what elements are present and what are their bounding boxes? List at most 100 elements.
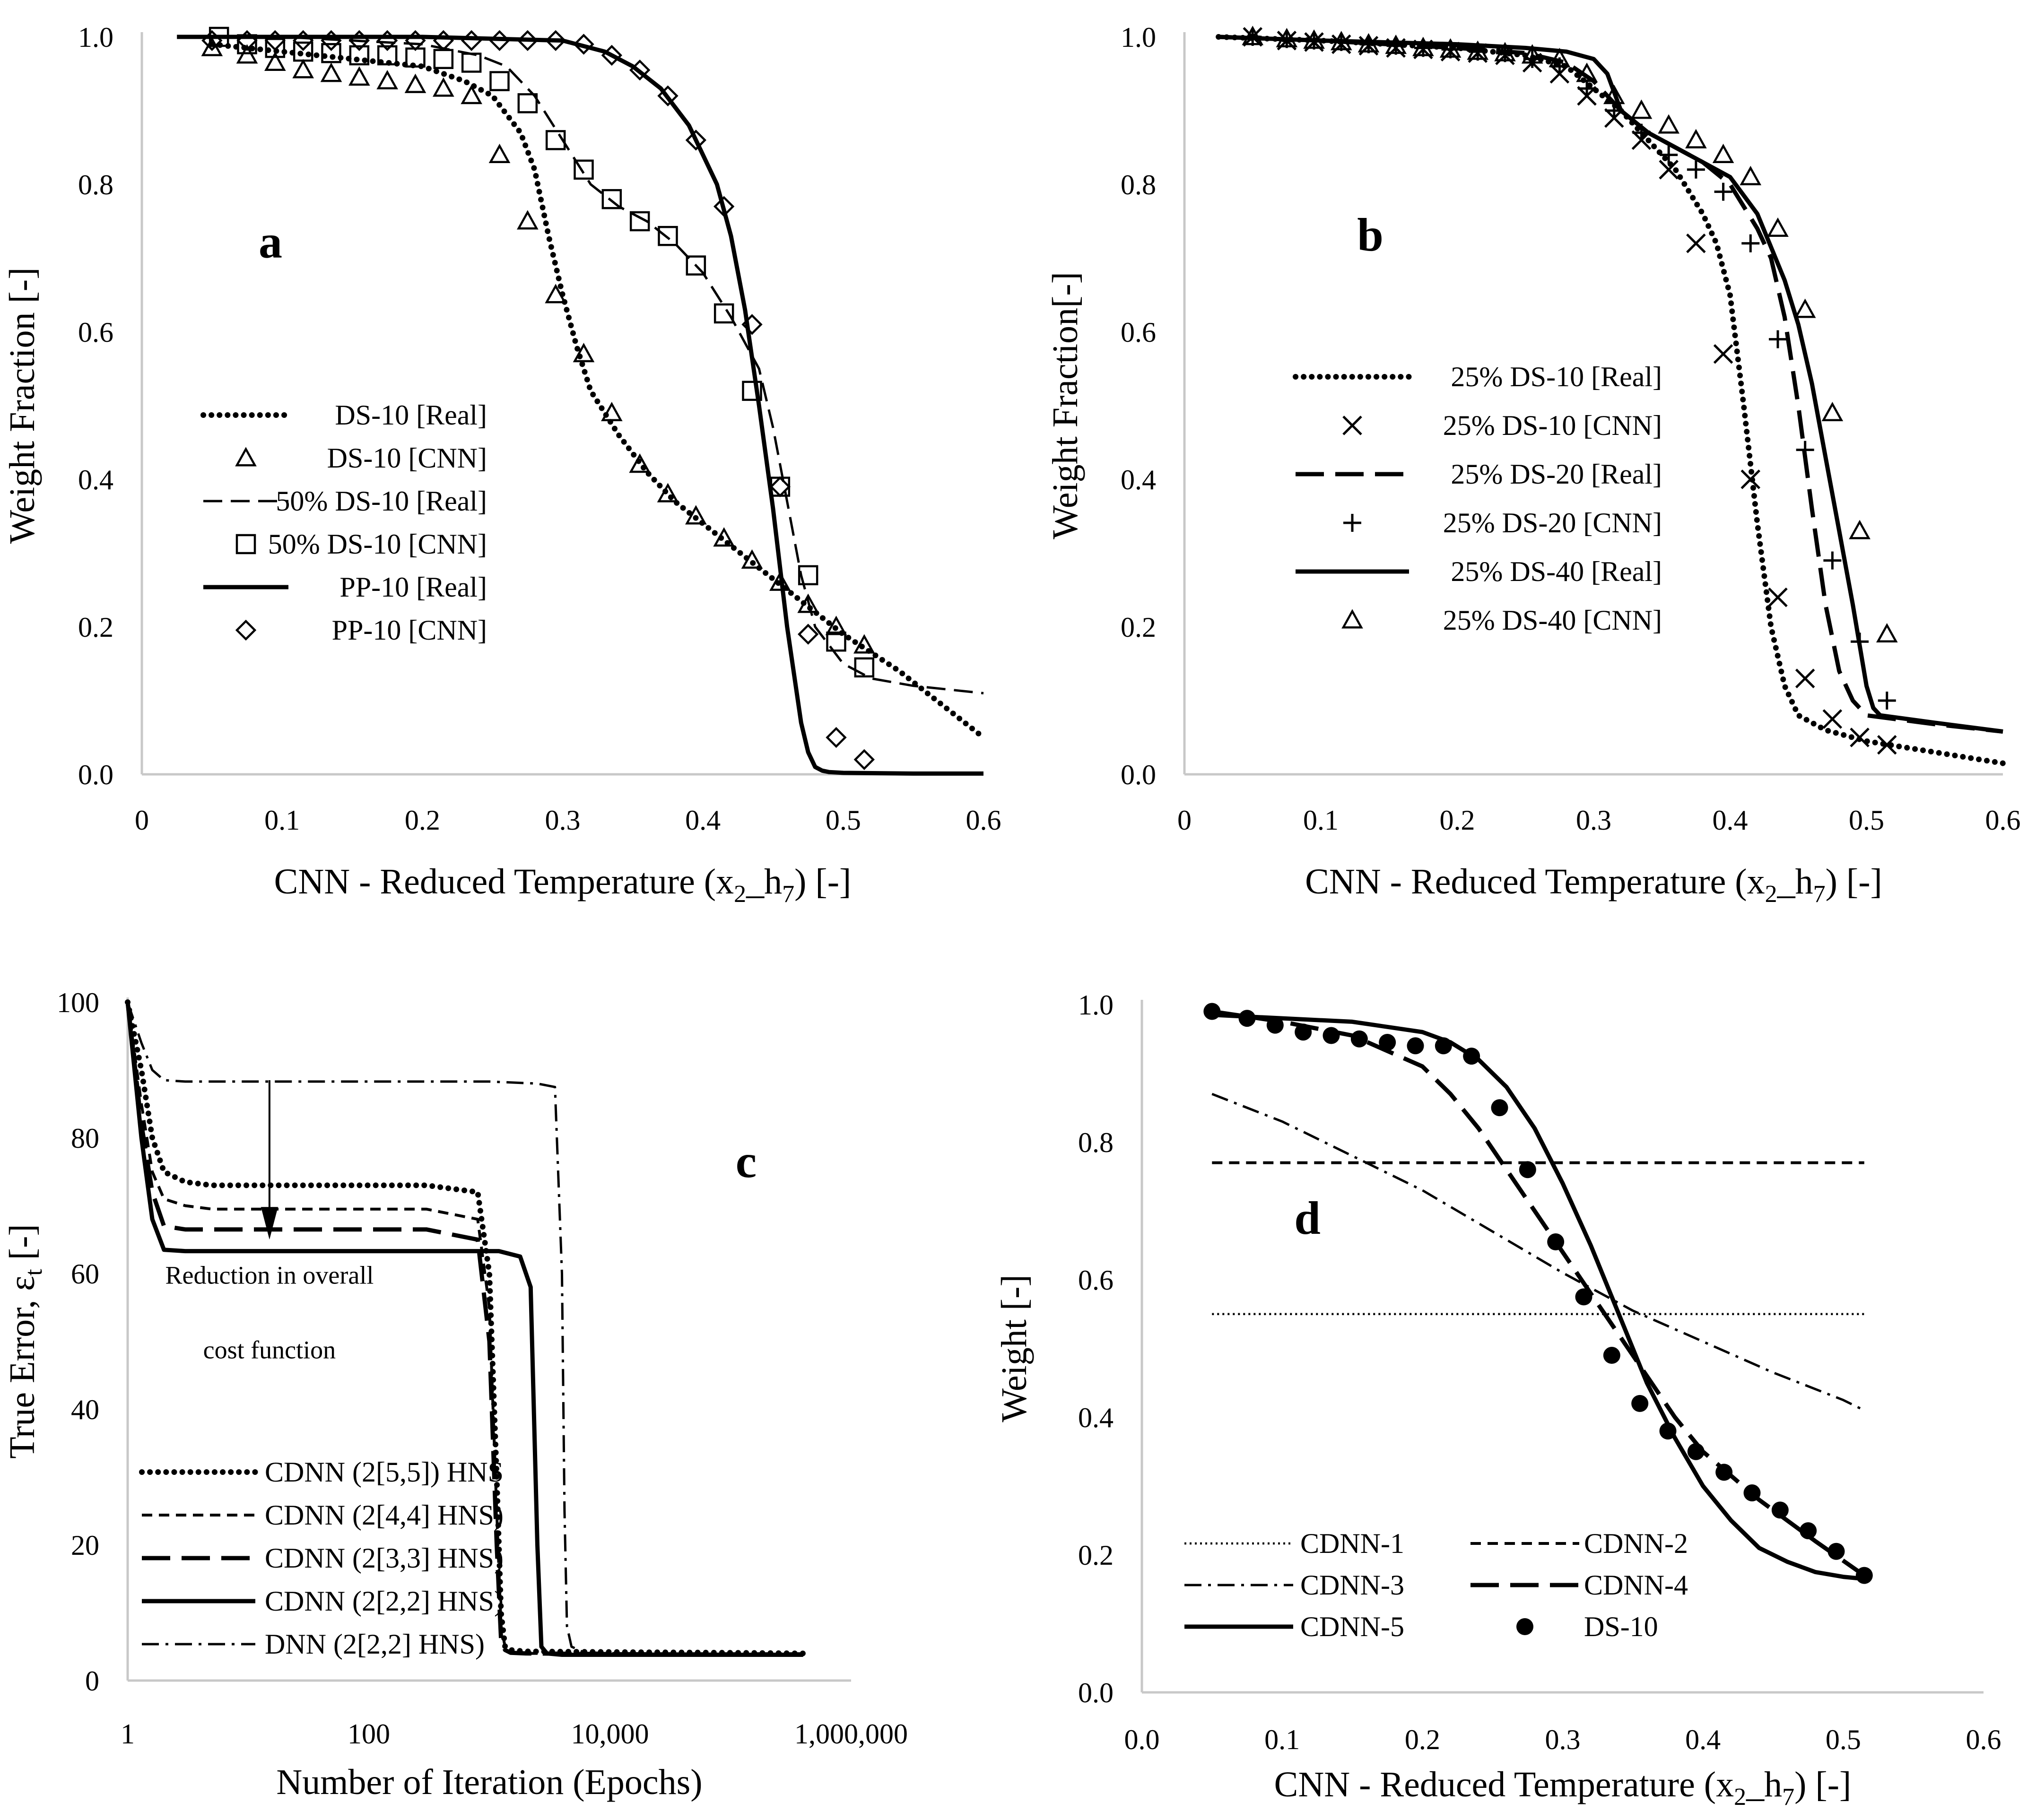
annotation-text: Reduction in overall xyxy=(165,1261,374,1290)
x-tick-label: 0 xyxy=(135,805,149,836)
data-point xyxy=(1712,143,1734,164)
data-point xyxy=(1713,344,1733,364)
data-point xyxy=(657,483,679,503)
y-tick-label: 80 xyxy=(71,1123,99,1154)
x-tick-label: 0.1 xyxy=(264,805,300,836)
x-axis-title-part: ) [-] xyxy=(794,862,851,901)
data-point xyxy=(1796,441,1814,459)
legend: 25% DS-10 [Real] 25% DS-10 [CNN] 25% DS-20… xyxy=(1293,361,1662,636)
y-tick-label: 0.8 xyxy=(1121,169,1156,200)
y-tick-label: 20 xyxy=(71,1530,99,1561)
x-tick-label: 0.2 xyxy=(1405,1724,1440,1755)
data-point xyxy=(1323,1027,1340,1044)
data-point xyxy=(376,30,398,51)
y-axis-title: Weight Fraction[-] xyxy=(1045,272,1085,539)
data-point xyxy=(1850,728,1870,747)
data-point xyxy=(826,727,847,748)
y-tick-label: 0.0 xyxy=(1121,759,1156,790)
series-line xyxy=(126,1002,803,1656)
data-point xyxy=(545,284,566,303)
y-axis-title-part: [-] xyxy=(2,1224,42,1269)
data-point xyxy=(1715,1464,1733,1481)
legend-label: 25% DS-20 [Real] xyxy=(1451,459,1662,490)
x-tick-label: 0.2 xyxy=(1440,805,1475,836)
x-axis-title: CNN - Reduced Temperature (x2_h7) [-] xyxy=(1305,862,1882,908)
x-tick-label: 0.1 xyxy=(1264,1724,1300,1755)
data-point xyxy=(1659,1422,1677,1440)
x-axis-title-part: _h xyxy=(1746,1765,1782,1804)
y-tick-label: 0.2 xyxy=(1078,1540,1114,1571)
data-point xyxy=(321,43,341,63)
y-tick-label: 0.4 xyxy=(1121,464,1156,495)
panel-letter: a xyxy=(259,216,282,268)
data-point xyxy=(769,476,791,497)
data-point xyxy=(1603,1347,1620,1364)
data-point xyxy=(1407,1037,1424,1055)
x-tick-label: 0 xyxy=(1177,805,1192,836)
y-tick-label: 0 xyxy=(85,1665,99,1697)
data-point xyxy=(1743,1484,1761,1502)
data-point xyxy=(321,30,342,51)
y-tick-label: 60 xyxy=(71,1258,99,1290)
data-point xyxy=(1439,38,1462,58)
x-axis-title-part: CNN - Reduced Temperature (x xyxy=(1305,862,1765,901)
data-point xyxy=(601,189,622,209)
data-point xyxy=(1357,33,1380,53)
x-tick-label: 0.3 xyxy=(1545,1724,1581,1755)
data-point xyxy=(1238,1010,1256,1027)
legend-label: 25% DS-40 [CNN] xyxy=(1443,605,1662,636)
x-tick-label: 1 xyxy=(121,1718,135,1750)
series-cdnn-2-5-5-hns xyxy=(125,999,806,1656)
y-tick-label: 1.0 xyxy=(78,22,113,53)
panel-letter: b xyxy=(1357,208,1383,261)
data-point xyxy=(236,44,258,64)
x-tick-label: 1,000,000 xyxy=(794,1718,908,1750)
data-point xyxy=(461,30,482,51)
legend: DS-10 [Real] DS-10 [CNN] 50% DS-10 [Real] 5… xyxy=(200,399,487,646)
data-point xyxy=(1794,298,1816,318)
series-line xyxy=(125,999,806,1656)
data-point xyxy=(1242,26,1264,45)
y-axis-title: True Error, εt [-] xyxy=(2,1224,47,1458)
data-point xyxy=(1412,36,1434,56)
data-point xyxy=(685,130,707,151)
data-point xyxy=(292,30,314,51)
data-point xyxy=(1350,1030,1368,1048)
data-point xyxy=(1822,709,1843,729)
legend-label: PP-10 [Real] xyxy=(339,572,487,603)
y-axis-title-part: t xyxy=(20,1269,47,1276)
legend-label: 50% DS-10 [Real] xyxy=(276,485,487,517)
data-point xyxy=(1821,401,1844,422)
x-tick-label: 0.5 xyxy=(1826,1724,1861,1755)
series-50-ds-10-real- xyxy=(212,35,984,694)
x-tick-label: 0.4 xyxy=(1685,1724,1721,1755)
legend-label: PP-10 [CNN] xyxy=(332,615,487,646)
data-point xyxy=(1687,160,1705,179)
data-point xyxy=(573,343,595,363)
x-axis-title: CNN - Reduced Temperature (x2_h7) [-] xyxy=(274,862,852,908)
data-point xyxy=(853,749,875,770)
series-line xyxy=(212,35,984,694)
data-point xyxy=(1823,551,1842,570)
data-point xyxy=(1379,1034,1396,1051)
legend-label: 25% DS-10 [CNN] xyxy=(1443,410,1662,441)
data-point xyxy=(433,49,454,69)
data-point xyxy=(517,30,539,51)
data-point xyxy=(517,93,538,113)
data-point xyxy=(1658,114,1679,134)
x-axis-title-part: 2 xyxy=(734,881,746,908)
series-ds-10 xyxy=(1203,1003,1873,1584)
data-point xyxy=(1630,99,1653,119)
data-point xyxy=(1714,182,1732,201)
x-tick-label: 0.2 xyxy=(405,805,440,836)
data-point xyxy=(1549,48,1571,68)
data-point xyxy=(1203,1003,1221,1020)
data-point xyxy=(1491,1099,1508,1117)
data-point xyxy=(201,36,223,56)
series-line xyxy=(1216,34,2006,766)
data-point xyxy=(1266,1016,1284,1034)
legend-label: CDNN-5 xyxy=(1300,1611,1404,1642)
legend-label: 25% DS-10 [Real] xyxy=(1451,361,1662,392)
data-point xyxy=(1740,469,1761,489)
legend-label: CDNN-3 xyxy=(1300,1569,1404,1601)
